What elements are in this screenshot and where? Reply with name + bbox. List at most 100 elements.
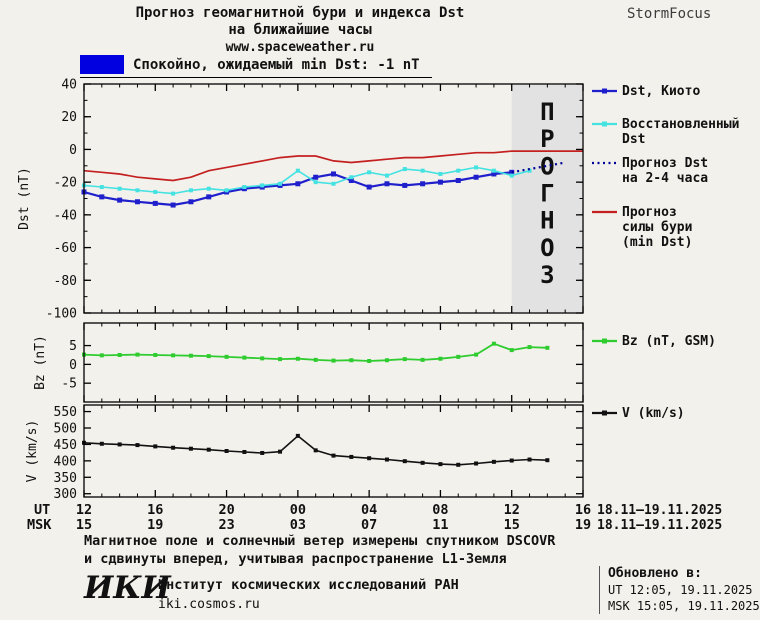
data-source-note: Магнитное поле и солнечный ветер измерен… [84, 532, 555, 568]
panel-dst-ticks [83, 83, 584, 314]
x-axis-labels: UTMSK1215161920230003040708111215161918.… [27, 502, 722, 533]
svg-text:5: 5 [69, 339, 77, 354]
ut-date-range: 18.11–19.11.2025 [597, 503, 722, 518]
svg-text:0: 0 [69, 358, 77, 373]
svg-text:20: 20 [61, 110, 77, 125]
svg-text:О: О [540, 152, 554, 180]
svg-text:З: З [540, 261, 554, 289]
y-axis-label-v: V (km/s) [25, 420, 40, 483]
svg-text:15: 15 [504, 517, 520, 533]
legend-v: V (km/s) [592, 406, 685, 421]
svg-text:19: 19 [575, 517, 591, 533]
svg-text:Dst, Киото: Dst, Киото [622, 84, 700, 99]
svg-text:Прогноз Dst: Прогноз Dst [622, 156, 708, 171]
svg-text:Восстановленный: Восстановленный [622, 117, 739, 132]
svg-text:00: 00 [290, 502, 306, 518]
y-axis-label-dst: Dst (nT) [17, 167, 32, 230]
page-title: Прогноз геомагнитной бури и индекса Dst [135, 5, 465, 21]
svg-text:Прогноз: Прогноз [622, 205, 677, 220]
svg-text:12: 12 [504, 502, 520, 518]
svg-text:350: 350 [54, 471, 77, 486]
svg-text:15: 15 [76, 517, 92, 533]
svg-text:П: П [540, 98, 554, 126]
legend-bz: Bz (nT, GSM) [592, 334, 716, 349]
svg-text:12: 12 [76, 502, 92, 518]
svg-text:-100: -100 [46, 307, 77, 322]
svg-text:Dst: Dst [622, 132, 645, 147]
ut-row-label: UT [34, 502, 50, 518]
iki-site-link[interactable]: iki.cosmos.ru [158, 597, 260, 612]
svg-text:04: 04 [361, 502, 377, 518]
svg-text:0: 0 [69, 143, 77, 158]
svg-text:-80: -80 [54, 274, 77, 289]
svg-text:V (km/s): V (km/s) [622, 406, 685, 421]
updated-label: Обновлено в: [608, 566, 702, 581]
svg-text:400: 400 [54, 454, 77, 469]
svg-text:03: 03 [290, 517, 306, 533]
svg-text:О: О [540, 234, 554, 262]
series-v-speed [82, 433, 550, 467]
series-dst-forecast-2-4h [511, 161, 566, 174]
iki-logo: ИКИ [84, 570, 171, 606]
series-bz-gsm [82, 341, 550, 363]
svg-text:Р: Р [540, 125, 554, 153]
svg-text:300: 300 [54, 487, 77, 502]
svg-text:20: 20 [218, 502, 234, 518]
svg-text:07: 07 [361, 517, 377, 533]
panel-v-ticks [83, 405, 584, 497]
institute-name: Институт космических исследований РАН [158, 577, 459, 593]
forecast-band [511, 85, 582, 312]
updated-ut: UT 12:05, 19.11.2025 [608, 583, 753, 597]
updated-msk: MSK 15:05, 19.11.2025 [608, 599, 760, 613]
svg-text:силы бури: силы бури [622, 220, 692, 235]
panel-bz: 5 0 -5 Bz (nT) [33, 322, 584, 403]
svg-text:11: 11 [432, 517, 448, 533]
svg-text:23: 23 [218, 517, 234, 533]
updated-block: Обновлено в: UT 12:05, 19.11.2025 MSK 15… [599, 566, 760, 614]
svg-text:-20: -20 [54, 176, 77, 191]
svg-text:на 2-4 часа: на 2-4 часа [622, 171, 708, 186]
chart-title-block: Прогноз геомагнитной бури и индекса Dst … [10, 5, 590, 56]
svg-text:Н: Н [540, 207, 554, 235]
status-level-swatch [80, 55, 124, 74]
svg-text:-60: -60 [54, 241, 77, 256]
legend-entry-v-speed: V (km/s) [592, 406, 685, 421]
svg-text:Г: Г [540, 180, 554, 208]
y-axis-label-bz: Bz (nT) [33, 335, 48, 390]
svg-text:16: 16 [575, 502, 591, 518]
svg-text:-5: -5 [61, 377, 77, 392]
svg-text:550: 550 [54, 405, 77, 420]
note-line-2: и сдвинуты вперед, учитывая распростране… [84, 551, 507, 567]
legend-entry-dst-kyoto: Dst, Киото [592, 84, 700, 99]
msk-row-label: MSK [27, 517, 52, 533]
series-storm-forecast-min-dst [83, 150, 583, 182]
status-text: Спокойно, ожидаемый min Dst: -1 nT [133, 56, 420, 73]
svg-text:450: 450 [54, 438, 77, 453]
svg-text:(min Dst): (min Dst) [622, 235, 692, 250]
msk-date-range: 18.11–19.11.2025 [597, 518, 722, 533]
svg-text:16: 16 [147, 502, 163, 518]
note-line-1: Магнитное поле и солнечный ветер измерен… [84, 533, 556, 549]
page-subtitle: на ближайшие часы [228, 22, 372, 38]
spaceweather-link[interactable]: www.spaceweather.ru [225, 40, 375, 55]
series-dst-kyoto [81, 169, 515, 208]
brand-label: StormFocus [627, 6, 712, 22]
svg-text:19: 19 [147, 517, 163, 533]
svg-text:-40: -40 [54, 208, 77, 223]
svg-text:40: 40 [61, 78, 77, 93]
svg-text:500: 500 [54, 422, 77, 437]
legend-entry-bz-gsm: Bz (nT, GSM) [592, 334, 716, 349]
panel-bz-ticks [83, 323, 584, 402]
status-banner: Спокойно, ожидаемый min Dst: -1 nT [80, 55, 432, 78]
svg-text:08: 08 [432, 502, 448, 518]
svg-text:Bz (nT, GSM): Bz (nT, GSM) [622, 334, 716, 349]
